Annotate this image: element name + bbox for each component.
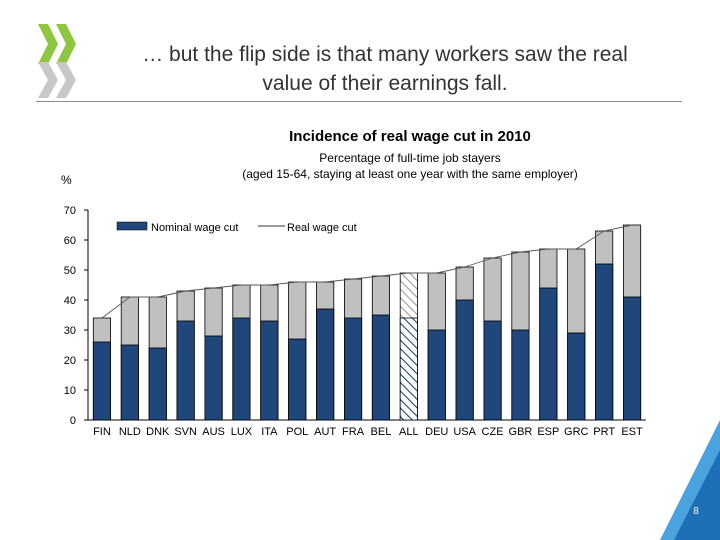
oecd-logo	[38, 24, 76, 98]
logo-chevron-top-right	[56, 24, 76, 64]
nominal-bar-fin	[92, 341, 111, 421]
nominal-bar-dnk	[148, 347, 167, 421]
x-tick-label: FIN	[93, 426, 111, 438]
real-point-est	[631, 224, 633, 226]
nominal-bar-svn	[176, 320, 195, 421]
nominal-bar-nld	[120, 344, 139, 421]
y-tick-label: 20	[64, 355, 76, 367]
page-number: 8	[693, 506, 699, 517]
y-tick-label: 60	[64, 235, 76, 247]
nominal-bar-est	[623, 296, 642, 421]
nominal-bar-esp	[539, 287, 558, 421]
y-tick-label: 40	[64, 295, 76, 307]
real-point-bel	[380, 275, 382, 277]
chart-axes: 0 10 20 30 40 50 60 70 FIN NLD DNK SVN AUS LUX ITA POL A…	[64, 205, 646, 438]
x-tick-label: BEL	[371, 426, 392, 438]
logo-chevron-bottom-right	[56, 62, 76, 98]
x-tick-label: GRC	[564, 426, 589, 438]
nominal-bar-all	[399, 317, 418, 421]
real-point-all	[408, 272, 410, 274]
corner-decoration	[660, 420, 720, 540]
real-point-aut	[324, 281, 326, 283]
y-tick-label: 70	[64, 205, 76, 217]
y-tick-label: 0	[70, 415, 76, 427]
slide-title: … but the flip side is that many workers…	[90, 40, 680, 98]
x-tick-label: ESP	[537, 426, 559, 438]
nominal-bar-cze	[483, 320, 502, 421]
x-tick-label: POL	[286, 426, 308, 438]
chart-title: Incidence of real wage cut in 2010	[289, 128, 531, 145]
real-point-esp	[547, 248, 550, 250]
real-point-prt	[603, 230, 605, 232]
slide-title-line2: value of their earnings fall.	[262, 72, 508, 95]
nominal-bar-ita	[260, 320, 279, 421]
real-point-fra	[352, 278, 354, 280]
x-tick-label: ALL	[399, 426, 419, 438]
nominal-bar-aus	[204, 335, 223, 421]
nominal-bar-fra	[344, 317, 363, 421]
y-tick-label: 30	[64, 325, 76, 337]
nominal-bar-grc	[567, 332, 586, 421]
x-tick-label: DNK	[146, 426, 170, 438]
real-point-gbr	[519, 251, 522, 253]
nominal-bar-aut	[316, 308, 335, 421]
real-point-aus	[212, 287, 215, 289]
nominal-bar-prt	[595, 263, 614, 421]
chart-legend: Nominal wage cut Real wage cut	[116, 221, 357, 234]
real-point-deu	[435, 272, 438, 274]
nominal-bar-deu	[427, 329, 446, 421]
y-axis-unit-label: %	[61, 173, 72, 187]
chart-subtitle-line1: Percentage of full-time job stayers	[319, 151, 501, 165]
x-tick-label: GBR	[509, 426, 533, 438]
y-tick-label: 50	[64, 265, 76, 277]
chart-subtitle: Percentage of full-time job stayers (age…	[180, 150, 640, 182]
chart-subtitle-line2: (aged 15-64, staying at least one year w…	[242, 167, 578, 181]
real-point-cze	[491, 257, 494, 259]
x-tick-label: LUX	[231, 426, 253, 438]
legend-nominal-swatch	[116, 221, 148, 231]
x-tick-label: AUS	[202, 426, 225, 438]
real-point-grc	[575, 248, 578, 250]
x-tick-label: SVN	[174, 426, 197, 438]
x-tick-label: ITA	[261, 426, 278, 438]
real-point-dnk	[156, 296, 159, 298]
nominal-bar-usa	[455, 299, 474, 421]
x-tick-label: PRT	[593, 426, 615, 438]
corner-triangle-dark	[674, 450, 720, 540]
real-point-ita	[268, 284, 271, 286]
chart-real-line	[101, 224, 633, 319]
real-point-fin	[101, 317, 103, 319]
y-tick-label: 10	[64, 385, 76, 397]
real-wage-cut-line	[101, 224, 633, 319]
real-point-pol	[296, 281, 299, 283]
logo-chevron-bottom-left	[38, 62, 58, 98]
nominal-bar-gbr	[511, 329, 530, 421]
x-tick-label: CZE	[482, 426, 504, 438]
chart-bars	[92, 224, 642, 421]
x-tick-label: FRA	[342, 426, 365, 438]
logo-chevron-top-left	[38, 24, 58, 64]
nominal-bar-lux	[232, 317, 251, 421]
x-tick-label: NLD	[119, 426, 141, 438]
slide-title-line1: … but the flip side is that many workers…	[142, 43, 628, 66]
title-divider	[36, 101, 682, 102]
legend-real-label: Real wage cut	[287, 222, 357, 234]
x-tick-label: AUT	[314, 426, 336, 438]
legend-nominal-label: Nominal wage cut	[151, 222, 238, 234]
real-point-nld	[129, 296, 131, 298]
real-point-svn	[184, 290, 187, 292]
nominal-bar-bel	[371, 314, 390, 421]
nominal-bar-pol	[288, 338, 307, 421]
x-tick-label: USA	[453, 426, 476, 438]
real-point-usa	[463, 266, 466, 268]
x-tick-label: DEU	[425, 426, 448, 438]
x-tick-label: EST	[621, 426, 643, 438]
real-point-lux	[240, 284, 243, 286]
